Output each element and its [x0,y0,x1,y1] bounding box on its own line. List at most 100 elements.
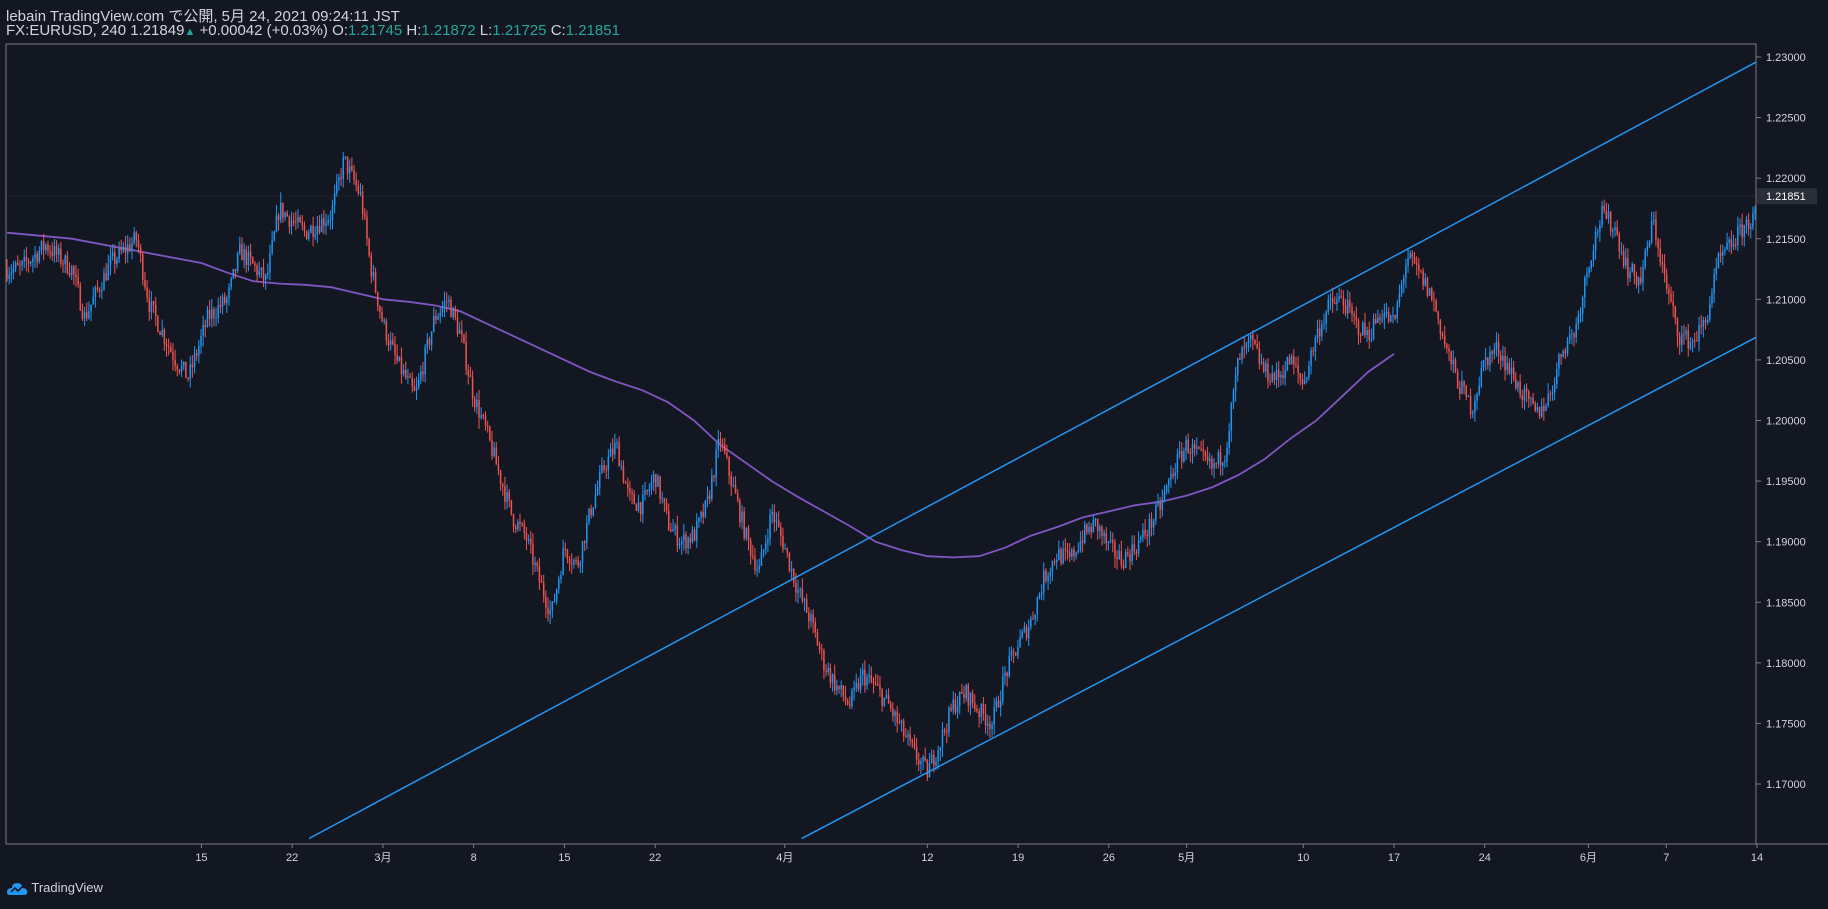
candle [1019,629,1021,648]
candle [109,246,112,276]
candle [303,221,306,237]
candle [842,684,845,702]
candle [1497,333,1500,364]
candle [217,297,219,324]
candle [870,666,873,684]
candle [1301,373,1304,390]
candle [952,691,955,715]
candle [129,237,131,253]
candle [1726,232,1728,250]
time-tick-label: 3月 [374,852,391,864]
candle [17,255,19,266]
trendline-layer[interactable] [308,45,1828,840]
time-axis[interactable]: 15 22 3月 8 15 22 4月 12 19 26 5月 10 17 24 6月 7 14 [195,844,1763,864]
candle [1308,360,1310,381]
candle [148,289,151,321]
candle [965,683,967,702]
candle [1357,318,1360,345]
candle [1713,268,1715,303]
candle [760,544,763,566]
candle [1349,291,1351,314]
candle [1534,400,1536,413]
candle [38,246,41,264]
candle [1362,320,1364,336]
candle [405,361,407,380]
candle [1237,357,1239,382]
candle [741,505,743,530]
candle [1693,332,1696,348]
candle [336,173,338,197]
candle [310,224,312,234]
low-value: 1.21725 [492,22,547,39]
candle [213,306,215,327]
candle [728,455,730,485]
candle [1180,442,1183,469]
candle [267,263,269,280]
candle [1577,310,1580,330]
candle [450,296,452,318]
candle [471,370,474,407]
candle [1284,361,1286,386]
candle [1383,303,1386,330]
candle [359,183,362,197]
candle [387,333,390,352]
candle [1510,357,1513,384]
candle [1200,440,1202,452]
time-tick-label: 15 [558,852,570,864]
candle [861,663,864,686]
candle [338,173,340,191]
candle [900,719,903,732]
candle [1275,362,1278,389]
candle [1791,145,1793,153]
candle [1133,535,1136,556]
candle [575,556,577,565]
price-tick-label: 1.21500 [1766,234,1806,246]
candle [982,697,985,721]
candle [1426,276,1429,298]
candle [456,309,459,337]
candle [1249,334,1252,348]
candle [174,349,176,372]
price-axis[interactable]: 1.23000 1.22500 1.22000 1.21500 1.21000 1.205… [1756,52,1806,791]
candle [915,737,918,766]
candle [1683,324,1685,345]
lower-channel-trendline[interactable] [801,62,1828,840]
candle [1551,385,1554,401]
candle [1079,531,1082,553]
candle [1523,384,1526,410]
candle [251,256,254,264]
candle [234,268,237,279]
candle [911,738,914,748]
candle [1118,544,1120,560]
candle [68,262,71,278]
candle [1096,518,1099,540]
candle [1730,230,1733,254]
candle [428,336,431,350]
candle [1036,596,1039,622]
candle [241,237,243,261]
candle [458,322,461,334]
candle [1663,254,1666,283]
candle [1157,493,1159,508]
candle [1015,652,1017,657]
candle [1025,624,1028,641]
candle [53,238,56,263]
candle [771,504,773,524]
candle [1305,376,1308,384]
candle [1605,202,1608,220]
candle [620,460,623,471]
candle [1795,149,1797,174]
candle [743,507,745,541]
upper-channel-trendline[interactable] [308,45,1788,840]
candle [172,343,174,371]
candle [187,377,189,382]
candle [598,465,601,496]
candle [678,537,681,550]
candle [1480,360,1483,389]
candle [1073,545,1075,562]
tradingview-logo[interactable]: TradingView [6,880,103,900]
candle [284,211,286,222]
candle [1124,549,1127,569]
candle [279,192,282,224]
